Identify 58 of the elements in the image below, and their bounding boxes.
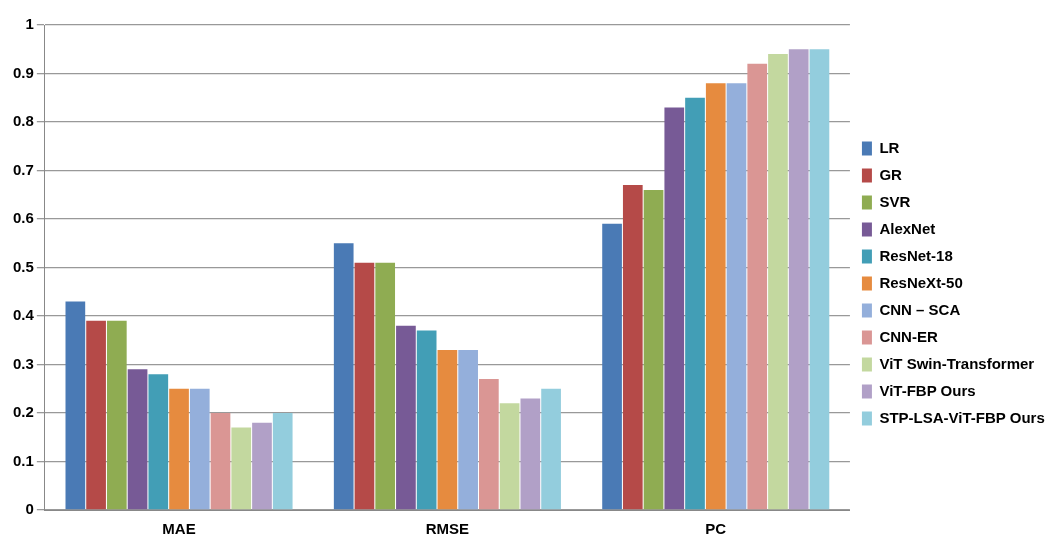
legend-label: ResNeXt-50 [879, 273, 963, 291]
bar [396, 325, 416, 510]
bar [520, 398, 541, 510]
x-tick-label: MAE [162, 520, 196, 538]
y-tick-label: 0.5 [12, 257, 34, 275]
bar [106, 320, 127, 510]
y-tick-label: 0.6 [12, 209, 34, 227]
x-tick-label: RMSE [425, 520, 470, 538]
bar [272, 413, 293, 510]
bar [86, 320, 106, 510]
legend-label: GR [879, 165, 903, 183]
bar [437, 349, 458, 510]
y-tick-label: 0.7 [12, 160, 34, 178]
bar [479, 379, 499, 510]
legend-label: STP-LSA-ViT-FBP Ours [879, 408, 1045, 426]
bar [65, 301, 86, 510]
bar [333, 243, 354, 510]
bar [252, 422, 272, 510]
bar [788, 49, 809, 510]
bar [685, 97, 705, 510]
bar [458, 349, 478, 510]
legend-label: LR [879, 138, 900, 156]
bar [541, 388, 561, 510]
bar [768, 54, 788, 510]
y-tick-label: 0.3 [12, 354, 34, 372]
bar [602, 223, 622, 510]
legend-label: ResNet-18 [879, 246, 953, 264]
bar [375, 262, 396, 510]
bar [148, 374, 169, 510]
bar [664, 107, 685, 510]
bar [210, 413, 231, 510]
legend-label: CNN – SCA [879, 300, 961, 318]
bar [705, 83, 726, 510]
bar [189, 388, 210, 510]
bar [622, 185, 643, 510]
legend-label: ViT Swin-Transformer [879, 354, 1035, 372]
y-tick-label: 0.4 [12, 306, 35, 324]
y-tick-label: 0.8 [12, 112, 34, 130]
bar [499, 403, 520, 510]
bar [416, 330, 437, 510]
y-tick-label: 0.1 [12, 451, 34, 469]
legend-label: SVR [879, 192, 911, 210]
legend-label: CNN-ER [879, 327, 938, 345]
legend-label: AlexNet [879, 219, 936, 237]
bar [643, 189, 664, 510]
bar [169, 388, 189, 510]
bar [747, 63, 768, 510]
legend-label: ViT-FBP Ours [879, 381, 976, 399]
y-tick-label: 0 [25, 500, 34, 518]
bar [127, 369, 148, 510]
x-tick-label: PC [705, 520, 727, 538]
bar [809, 49, 830, 510]
y-tick-label: 1 [25, 15, 34, 33]
y-tick-label: 0.2 [12, 403, 34, 421]
y-tick-label: 0.9 [12, 63, 34, 81]
bar [354, 262, 375, 510]
bar [231, 427, 252, 510]
bar [726, 83, 747, 510]
